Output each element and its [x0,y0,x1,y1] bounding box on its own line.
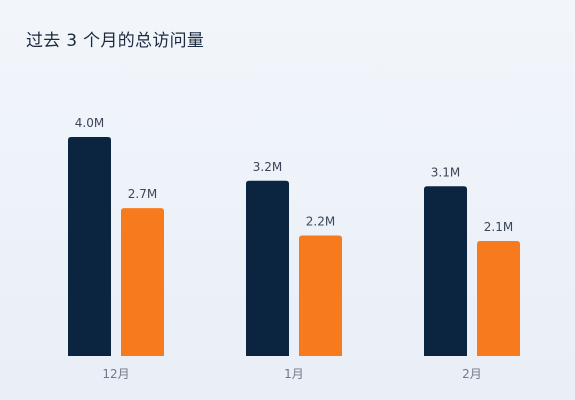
bar-series2-0 [121,208,164,356]
bar-series1-0 [68,137,111,356]
bar-value-label-series2-0: 2.7M [128,187,157,201]
bar-value-label-series2-1: 2.2M [306,215,335,229]
bar-series2-2 [477,241,520,356]
bar-value-label-series1-1: 3.2M [253,160,282,174]
chart-title: 过去 3 个月的总访问量 [26,31,205,51]
x-tick-label: 12月 [102,367,129,381]
bar-value-label-series1-0: 4.0M [75,116,104,130]
bar-series1-1 [246,180,289,356]
bar-series1-2 [424,186,467,356]
x-tick-label: 2月 [462,367,482,381]
bar-value-label-series2-2: 2.1M [484,220,513,234]
bar-value-label-series1-2: 3.1M [431,165,460,179]
x-tick-label: 1月 [284,367,304,381]
bar-series2-1 [299,235,342,356]
